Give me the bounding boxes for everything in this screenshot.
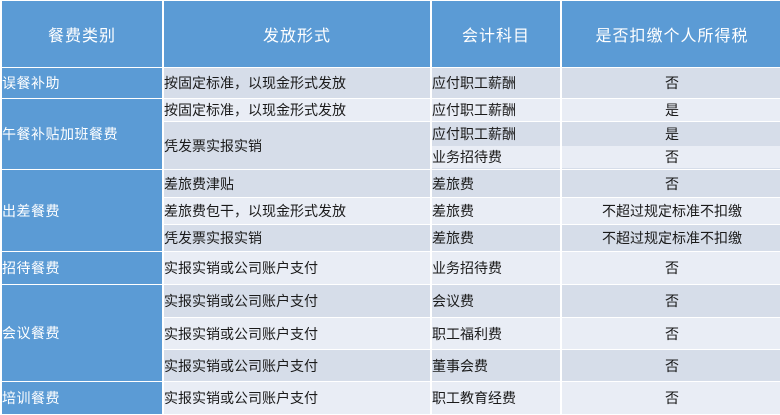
accounting-subject-cell[interactable]: 应付职工薪酬: [432, 68, 560, 98]
payment-form-cell[interactable]: 差旅费包干，以现金形式发放: [164, 198, 430, 224]
payment-form-cell[interactable]: 实报实销或公司账户支付: [164, 350, 430, 381]
accounting-subject-cell[interactable]: 应付职工薪酬: [432, 99, 560, 121]
table-row[interactable]: 培训餐费 实报实销或公司账户支付 职工教育经费 否: [2, 382, 780, 414]
accounting-subject-cell[interactable]: 差旅费: [432, 170, 560, 197]
category-cell[interactable]: 招待餐费: [2, 252, 162, 284]
table-header: 餐费类别 发放形式 会计科目 是否扣缴个人所得税: [2, 1, 780, 67]
table-row[interactable]: 误餐补助 按固定标准，以现金形式发放 应付职工薪酬 否: [2, 68, 780, 98]
withholding-cell[interactable]: 否: [562, 170, 780, 197]
accounting-subject-cell[interactable]: 业务招待费: [432, 146, 560, 168]
withholding-cell[interactable]: 否: [562, 382, 780, 414]
col-header-category[interactable]: 餐费类别: [2, 1, 162, 67]
subrow[interactable]: 业务招待费: [432, 146, 560, 168]
accounting-subject-cell[interactable]: 应付职工薪酬: [432, 123, 560, 145]
payment-form-cell[interactable]: 实报实销或公司账户支付: [164, 285, 430, 317]
subrow[interactable]: 否: [562, 146, 780, 168]
withholding-subtable: 是 否: [562, 122, 780, 169]
payment-form-cell[interactable]: 按固定标准，以现金形式发放: [164, 68, 430, 98]
table-row[interactable]: 差旅费包干，以现金形式发放 差旅费 不超过规定标准不扣缴: [2, 198, 780, 224]
withholding-cell[interactable]: 不超过规定标准不扣缴: [562, 225, 780, 251]
category-cell[interactable]: 午餐补贴加班餐费: [2, 99, 162, 169]
withholding-cell[interactable]: 否: [562, 146, 780, 168]
table-row[interactable]: 实报实销或公司账户支付 董事会费 否: [2, 350, 780, 381]
table-row[interactable]: 会议餐费 实报实销或公司账户支付 会议费 否: [2, 285, 780, 381]
col-header-accounting-subject[interactable]: 会计科目: [432, 1, 560, 67]
table-row[interactable]: 招待餐费 实报实销或公司账户支付 业务招待费 否: [2, 252, 780, 284]
payment-form-cell[interactable]: 实报实销或公司账户支付: [164, 252, 430, 284]
withholding-group: 是 否: [562, 122, 780, 169]
payment-form-cell[interactable]: 实报实销或公司账户支付: [164, 318, 430, 349]
col-header-payment-form[interactable]: 发放形式: [164, 1, 430, 67]
accounting-subject-cell[interactable]: 职工教育经费: [432, 382, 560, 414]
accounting-subject-cell[interactable]: 会议费: [432, 285, 560, 317]
withholding-cell[interactable]: 是: [562, 123, 780, 145]
withholding-cell[interactable]: 否: [562, 318, 780, 349]
withholding-cell[interactable]: 否: [562, 68, 780, 98]
table-row[interactable]: 实报实销或公司账户支付 职工福利费 否: [2, 318, 780, 349]
accounting-subject-cell[interactable]: 差旅费: [432, 225, 560, 251]
subrow[interactable]: 是: [562, 123, 780, 145]
category-cell[interactable]: 会议餐费: [2, 285, 162, 381]
payment-form-cell[interactable]: 差旅费津贴: [164, 170, 430, 197]
header-row: 餐费类别 发放形式 会计科目 是否扣缴个人所得税: [2, 1, 780, 67]
accounting-subject-cell[interactable]: 业务招待费: [432, 252, 560, 284]
withholding-cell[interactable]: 是: [562, 99, 780, 121]
category-cell[interactable]: 培训餐费: [2, 382, 162, 414]
category-cell[interactable]: 出差餐费: [2, 170, 162, 251]
accounting-subject-subtable: 应付职工薪酬 业务招待费: [432, 122, 560, 169]
accounting-subject-cell[interactable]: 差旅费: [432, 198, 560, 224]
table-body: 误餐补助 按固定标准，以现金形式发放 应付职工薪酬 否 午餐补贴加班餐费 按固定…: [2, 68, 780, 414]
withholding-cell[interactable]: 否: [562, 252, 780, 284]
table-row[interactable]: 凭发票实报实销 差旅费 不超过规定标准不扣缴: [2, 225, 780, 251]
payment-form-cell[interactable]: 凭发票实报实销: [164, 225, 430, 251]
payment-form-cell[interactable]: 实报实销或公司账户支付: [164, 382, 430, 414]
payment-form-cell[interactable]: 按固定标准，以现金形式发放: [164, 99, 430, 121]
withholding-cell[interactable]: 否: [562, 350, 780, 381]
accounting-subject-group: 应付职工薪酬 业务招待费: [432, 122, 560, 169]
withholding-cell[interactable]: 不超过规定标准不扣缴: [562, 198, 780, 224]
table-row[interactable]: 凭发票实报实销 应付职工薪酬 业务招待费 是 否: [2, 122, 780, 169]
table-row[interactable]: 午餐补贴加班餐费 按固定标准，以现金形式发放 应付职工薪酬 是: [2, 99, 780, 169]
accounting-subject-cell[interactable]: 董事会费: [432, 350, 560, 381]
subrow[interactable]: 应付职工薪酬: [432, 123, 560, 145]
table-row[interactable]: 出差餐费 差旅费津贴 差旅费 否: [2, 170, 780, 251]
category-cell[interactable]: 误餐补助: [2, 68, 162, 98]
withholding-cell[interactable]: 否: [562, 285, 780, 317]
accounting-subject-cell[interactable]: 职工福利费: [432, 318, 560, 349]
payment-form-cell[interactable]: 凭发票实报实销: [164, 122, 430, 169]
col-header-withholding[interactable]: 是否扣缴个人所得税: [562, 1, 780, 67]
